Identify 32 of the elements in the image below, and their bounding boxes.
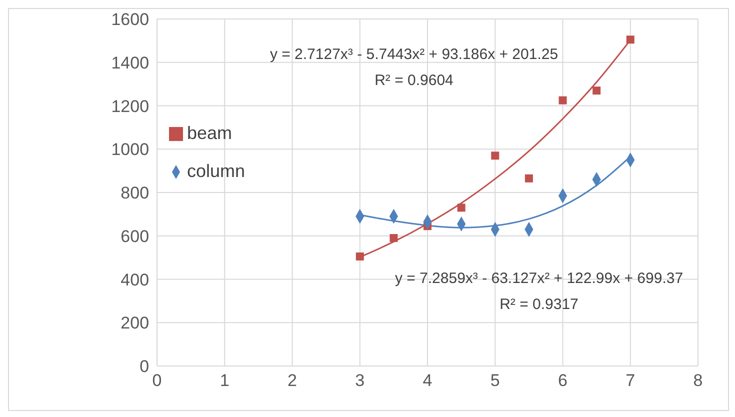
y-tick-label: 1600	[111, 10, 150, 30]
x-tick-label: 3	[355, 371, 365, 390]
x-tick-label: 0	[152, 371, 162, 390]
point	[524, 174, 533, 182]
annotation: R² = 0.9317	[500, 296, 578, 313]
point	[356, 252, 364, 260]
point	[592, 86, 601, 95]
annotation: R² = 0.9604	[374, 72, 454, 89]
y-tick-label: 0	[140, 357, 150, 376]
annotation: y = 2.7127x³ - 5.7443x² + 93.186x + 201.25	[270, 46, 558, 63]
legend-label: beam	[187, 123, 232, 143]
x-tick-label: 4	[422, 371, 432, 390]
y-tick-label: 200	[120, 314, 150, 333]
annotation: y = 7.2859x³ - 63.127x² + 122.99x + 699.37	[394, 270, 684, 287]
y-tick-label: 400	[120, 270, 150, 290]
y-tick-label: 1200	[111, 96, 150, 116]
legend-label: column	[187, 161, 246, 181]
x-tick-label: 6	[558, 371, 568, 390]
y-tick-label: 1400	[111, 53, 150, 72]
point	[626, 36, 634, 44]
x-tick-label: 1	[220, 371, 230, 390]
y-tick-label: 800	[120, 184, 150, 203]
x-tick-label: 8	[693, 371, 703, 390]
point	[558, 96, 567, 104]
x-tick-label: 5	[490, 371, 500, 390]
y-tick-label: 1000	[111, 140, 150, 160]
x-tick-label: 7	[626, 371, 636, 390]
x-tick-label: 2	[288, 371, 298, 390]
point	[457, 204, 466, 212]
y-tick-label: 600	[120, 226, 150, 246]
point	[491, 152, 500, 160]
point	[390, 234, 398, 242]
